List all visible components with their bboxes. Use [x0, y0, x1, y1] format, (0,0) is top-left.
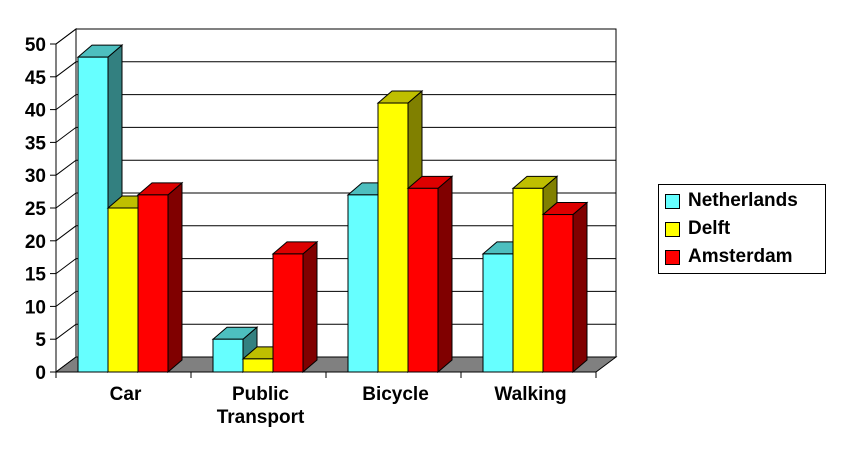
bar-side [302, 240, 318, 374]
x-category-label: Bicycle [362, 384, 429, 405]
y-tick-label: 30 [25, 166, 46, 187]
x-category-label: Public Transport [217, 384, 305, 428]
y-tick-label: 40 [25, 101, 46, 122]
legend-swatch-delft [665, 221, 680, 237]
x-axis: Car Public Transport Bicycle Walking [55, 371, 597, 428]
y-tick-label: 0 [35, 363, 46, 384]
x-category-label: Walking [494, 384, 566, 405]
gridline [55, 159, 616, 176]
gridline [55, 61, 616, 78]
x-category-label-line: Bicycle [362, 384, 429, 405]
bar-front [347, 194, 379, 373]
legend-label: Delft [688, 218, 731, 239]
bar-front [542, 214, 574, 373]
bar-front [407, 187, 439, 373]
bar-side [437, 175, 453, 374]
bar-front [482, 253, 514, 373]
gridline [55, 94, 616, 110]
y-tick-label: 25 [25, 199, 47, 220]
y-tick-label: 20 [25, 232, 46, 253]
y-tick-label: 35 [25, 133, 47, 154]
bar [406, 175, 454, 374]
bar [541, 201, 589, 374]
legend-swatch-netherlands [665, 193, 680, 209]
legend-label: Netherlands [688, 190, 798, 211]
legend-item-netherlands: Netherlands [665, 190, 798, 212]
bar-side [572, 201, 588, 374]
x-category-label-line: Public [232, 384, 289, 405]
bars [76, 44, 589, 374]
legend-item-delft: Delft [665, 218, 730, 240]
bar [136, 181, 184, 374]
legend-swatch-amsterdam [665, 249, 680, 265]
legend-label: Amsterdam [688, 246, 793, 267]
x-category-label-line: Transport [217, 407, 305, 428]
bar-front [77, 56, 109, 373]
gridline [55, 28, 616, 45]
bar-front [107, 207, 139, 373]
bar-front [512, 187, 544, 373]
legend: Netherlands Delft Amsterdam [658, 184, 826, 274]
x-category-label-line: Walking [494, 384, 566, 405]
y-tick-label: 15 [25, 265, 47, 286]
y-tick-label: 50 [25, 35, 46, 56]
y-axis: 0 5 10 15 20 25 30 35 40 45 50 [25, 35, 57, 384]
y-tick-label: 45 [25, 68, 47, 89]
y-tick-label: 10 [25, 297, 46, 318]
bar-front [242, 358, 274, 373]
x-category-label: Car [110, 384, 142, 405]
bar [271, 240, 319, 374]
x-category-label-line: Car [110, 384, 142, 405]
legend-item-amsterdam: Amsterdam [665, 246, 793, 268]
bar-front [272, 253, 304, 373]
gridline [55, 126, 616, 143]
bar-front [212, 338, 244, 373]
y-tick-label: 5 [35, 330, 46, 351]
bar-side [167, 181, 183, 374]
bar-front [377, 102, 409, 373]
bar-front [137, 194, 169, 373]
